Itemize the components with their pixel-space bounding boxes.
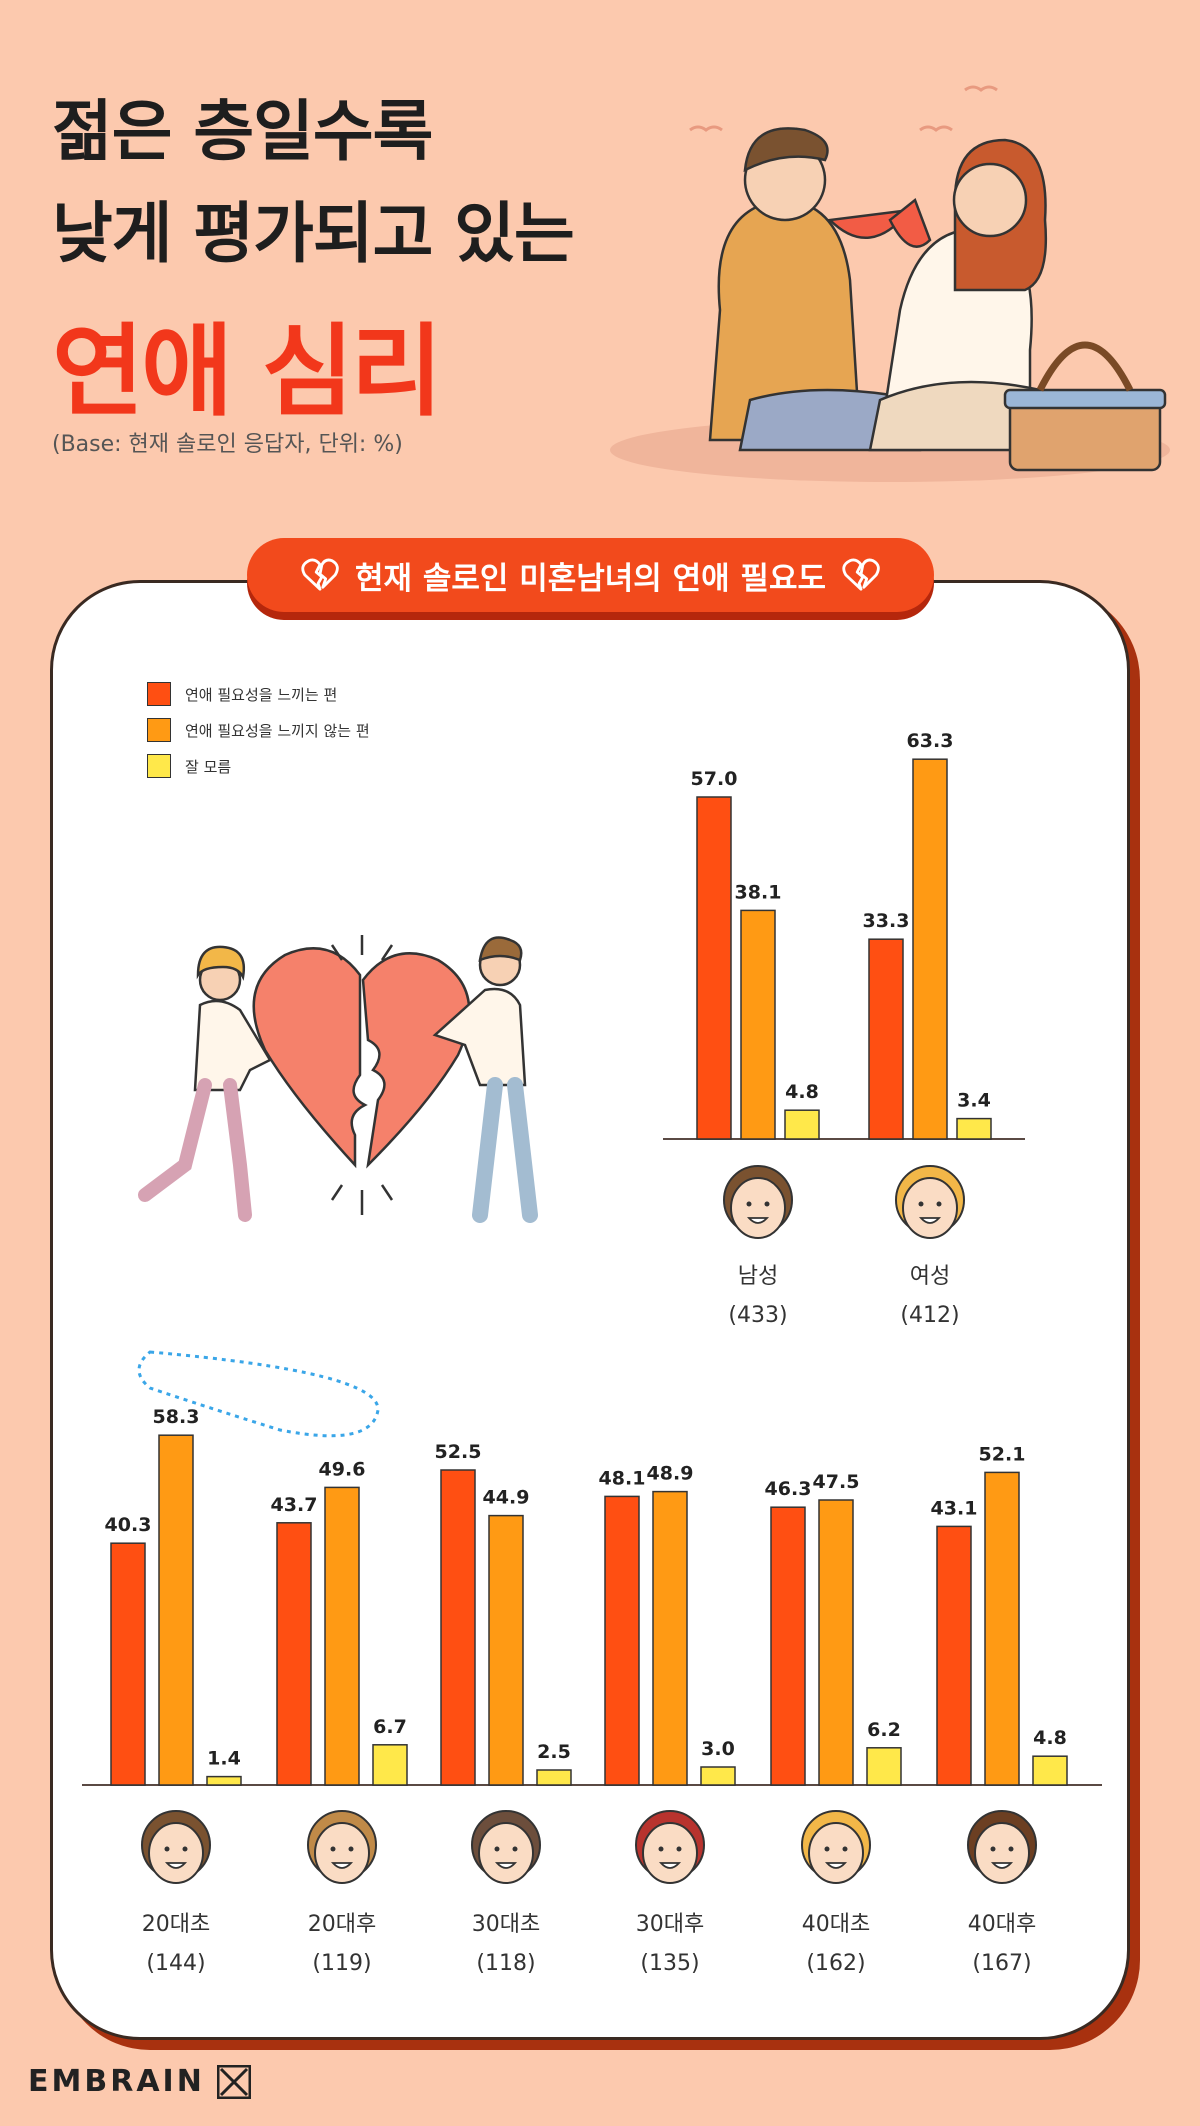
category-label: 30대초 xyxy=(472,1912,540,1937)
embrain-mark-icon xyxy=(216,2064,251,2099)
data-label: 52.5 xyxy=(435,1441,482,1463)
chart-card xyxy=(50,580,1130,2040)
bar xyxy=(652,1490,688,1786)
data-label: 49.6 xyxy=(319,1458,366,1480)
data-label: 1.4 xyxy=(207,1748,241,1770)
bar xyxy=(984,1471,1020,1786)
bar xyxy=(818,1499,854,1786)
base-note: (Base: 현재 솔로인 응답자, 단위: %) xyxy=(52,432,403,457)
broken-heart-icon xyxy=(301,558,339,591)
section-banner: 현재 솔로인 미혼남녀의 연애 필요도 xyxy=(247,538,934,612)
person-face-icon xyxy=(307,1810,377,1884)
category-label: 30대후 xyxy=(636,1912,704,1937)
data-label: 57.0 xyxy=(691,768,738,790)
puzzle-heart-illustration xyxy=(138,935,538,1223)
data-label: 2.5 xyxy=(537,1741,571,1763)
bar xyxy=(488,1514,524,1786)
bar xyxy=(158,1434,194,1786)
data-label: 3.4 xyxy=(957,1090,991,1112)
bar xyxy=(324,1486,360,1786)
legend-label: 잘 모름 xyxy=(185,757,232,776)
data-label: 33.3 xyxy=(863,910,910,932)
category-label: 40대초 xyxy=(802,1912,870,1937)
logo-text: EMBRAIN xyxy=(28,2064,205,2099)
person-face-icon xyxy=(723,1165,793,1239)
data-label: 43.7 xyxy=(271,1494,318,1516)
data-label: 52.1 xyxy=(979,1443,1026,1465)
data-label: 48.9 xyxy=(647,1463,694,1485)
bar xyxy=(440,1469,476,1786)
sample-size-label: (167) xyxy=(972,1951,1031,1976)
data-label: 4.8 xyxy=(785,1081,819,1103)
bar xyxy=(784,1109,820,1140)
title-line-2: 낮게 평가되고 있는 xyxy=(52,195,575,272)
sample-size-label: (433) xyxy=(728,1303,787,1328)
bar xyxy=(604,1495,640,1786)
data-label: 44.9 xyxy=(483,1487,530,1509)
category-label: 40대후 xyxy=(968,1912,1036,1937)
person-face-icon xyxy=(141,1810,211,1884)
sample-size-label: (162) xyxy=(806,1951,865,1976)
category-label: 여성 xyxy=(910,1264,950,1289)
category-label: 20대초 xyxy=(142,1912,210,1937)
bar xyxy=(740,909,776,1140)
sample-size-label: (144) xyxy=(146,1951,205,1976)
legend-item: 연애 필요성을 느끼지 않는 편 xyxy=(147,717,370,743)
bar xyxy=(700,1766,736,1786)
highlight-outline xyxy=(137,1350,380,1438)
bar xyxy=(956,1117,992,1140)
legend-swatch xyxy=(147,754,171,778)
sample-size-label: (412) xyxy=(900,1303,959,1328)
title-line-1: 젊은 층일수록 xyxy=(52,93,433,170)
bar xyxy=(536,1769,572,1786)
picnic-couple-illustration xyxy=(610,85,1170,482)
sample-size-label: (119) xyxy=(312,1951,371,1976)
person-face-icon xyxy=(801,1810,871,1884)
bar xyxy=(912,758,948,1140)
data-label: 40.3 xyxy=(105,1514,152,1536)
sample-size-label: (118) xyxy=(476,1951,535,1976)
data-label: 47.5 xyxy=(813,1471,860,1493)
bar xyxy=(206,1775,242,1786)
bar xyxy=(1032,1755,1068,1786)
data-label: 46.3 xyxy=(765,1478,812,1500)
data-label: 38.1 xyxy=(735,881,782,903)
person-face-icon xyxy=(635,1810,705,1884)
bar xyxy=(110,1542,146,1786)
legend-swatch xyxy=(147,718,171,742)
person-face-icon xyxy=(895,1165,965,1239)
brand-logo: EMBRAIN xyxy=(28,2064,251,2099)
category-label: 20대후 xyxy=(308,1912,376,1937)
bar xyxy=(866,1747,902,1786)
data-label: 48.1 xyxy=(599,1467,646,1489)
bar xyxy=(936,1525,972,1786)
bar xyxy=(868,938,904,1140)
person-face-icon xyxy=(471,1810,541,1884)
data-label: 43.1 xyxy=(931,1497,978,1519)
bar xyxy=(372,1744,408,1786)
data-label: 58.3 xyxy=(153,1406,200,1428)
legend-label: 연애 필요성을 느끼는 편 xyxy=(185,685,338,704)
legend-item: 잘 모름 xyxy=(147,753,231,779)
chart-gender: 57.0 38.1 4.8 남성 (433) 33.3 63.3 3.4 여성 (412) xyxy=(663,730,1025,1328)
legend-label: 연애 필요성을 느끼지 않는 편 xyxy=(185,721,370,740)
data-label: 3.0 xyxy=(701,1738,735,1760)
category-label: 남성 xyxy=(738,1264,778,1289)
broken-heart-icon xyxy=(842,558,880,591)
sample-size-label: (135) xyxy=(640,1951,699,1976)
legend-swatch xyxy=(147,682,171,706)
data-label: 6.2 xyxy=(867,1719,901,1741)
data-label: 6.7 xyxy=(373,1716,407,1738)
data-label: 63.3 xyxy=(907,730,954,752)
bar xyxy=(276,1522,312,1786)
legend-item: 연애 필요성을 느끼는 편 xyxy=(147,681,337,707)
chart-age: 40.3 58.3 1.4 20대초 (144) 43.749.6 6.7 20대후 (119)… xyxy=(82,1406,1102,1976)
bar xyxy=(770,1506,806,1786)
data-label: 4.8 xyxy=(1033,1727,1067,1749)
bar xyxy=(696,796,732,1140)
title-highlight: 연애 심리 xyxy=(52,313,443,430)
banner-label: 현재 솔로인 미혼남녀의 연애 필요도 xyxy=(355,560,826,597)
person-face-icon xyxy=(967,1810,1037,1884)
